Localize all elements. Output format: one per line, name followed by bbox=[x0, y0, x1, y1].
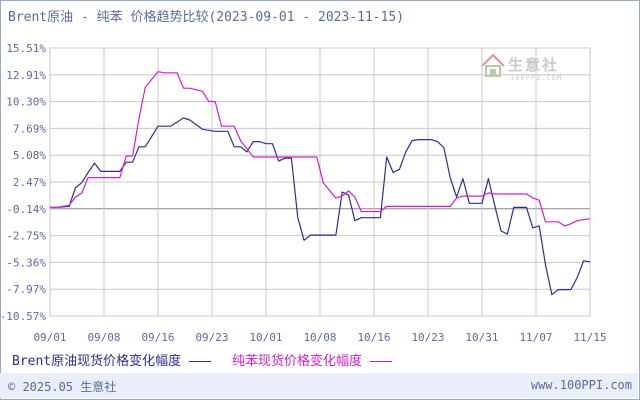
y-tick-label: 10.30% bbox=[6, 96, 46, 109]
chart-title: Brent原油 - 纯苯 价格趋势比较(2023-09-01 - 2023-11… bbox=[8, 10, 405, 25]
footer-bar bbox=[0, 373, 638, 398]
series-line-benzene bbox=[50, 71, 591, 227]
legend-entry-brent: Brent原油现货价格变化幅度 bbox=[12, 350, 212, 369]
watermark-name: 生意社 bbox=[508, 56, 560, 74]
y-tick-label: -5.36% bbox=[6, 256, 46, 269]
x-tick-label: 10/23 bbox=[411, 331, 444, 344]
x-tick-label: 09/16 bbox=[141, 331, 174, 344]
x-tick-label: 09/23 bbox=[195, 331, 228, 344]
y-tick-label: -10.57% bbox=[0, 310, 46, 323]
y-tick-label: -0.14% bbox=[6, 203, 46, 216]
y-tick-label: 15.51% bbox=[6, 42, 46, 55]
y-tick-label: -2.75% bbox=[6, 230, 46, 243]
x-tick-label: 10/01 bbox=[249, 331, 282, 344]
y-tick-label: 5.08% bbox=[13, 149, 46, 162]
x-tick-label: 09/01 bbox=[33, 331, 66, 344]
y-tick-label: -7.97% bbox=[6, 283, 46, 296]
legend-label-benzene: 纯苯现货价格变化幅度 bbox=[232, 354, 363, 369]
y-tick-label: 2.47% bbox=[13, 176, 46, 189]
series-line-brent bbox=[50, 117, 591, 296]
house-logo-icon bbox=[481, 53, 505, 77]
x-tick-label: 09/08 bbox=[87, 331, 120, 344]
x-tick-label: 11/15 bbox=[573, 331, 606, 344]
y-tick-label: 7.69% bbox=[13, 122, 46, 135]
footer-site-link[interactable]: www.100PPI.com bbox=[530, 378, 632, 392]
x-tick-label: 11/07 bbox=[519, 331, 552, 344]
footer-copyright: © 2025.05 生意社 bbox=[8, 380, 117, 394]
x-tick-label: 10/31 bbox=[465, 331, 498, 344]
y-tick-label: 12.91% bbox=[6, 69, 46, 82]
legend-entry-benzene: 纯苯现货价格变化幅度 bbox=[232, 350, 393, 369]
x-tick-label: 10/16 bbox=[357, 331, 390, 344]
legend-swatch-benzene bbox=[370, 361, 393, 362]
x-tick-label: 10/08 bbox=[303, 331, 336, 344]
legend-swatch-brent bbox=[189, 361, 212, 362]
legend-label-brent: Brent原油现货价格变化幅度 bbox=[12, 354, 182, 369]
